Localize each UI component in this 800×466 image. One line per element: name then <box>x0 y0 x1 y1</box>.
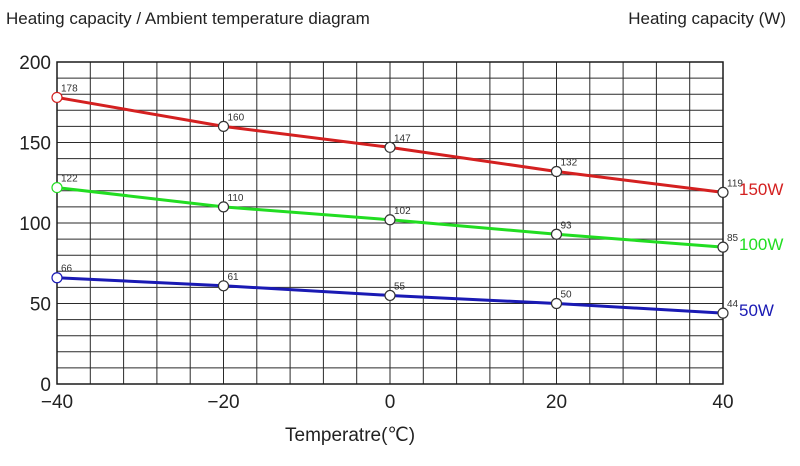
data-point <box>550 165 563 178</box>
data-label: 119 <box>727 178 743 189</box>
data-point <box>217 280 230 292</box>
data-label: 93 <box>561 220 573 231</box>
x-axis-title: Temperatre(℃) <box>285 425 416 446</box>
data-label: 61 <box>228 272 240 283</box>
data-label: 178 <box>61 83 78 94</box>
y-tick-label: 0 <box>40 375 51 396</box>
data-point <box>384 141 396 153</box>
data-label: 132 <box>561 157 578 168</box>
data-label: 50 <box>561 290 573 301</box>
data-point <box>51 272 63 284</box>
x-tick-label: 0 <box>385 392 396 413</box>
data-label: 160 <box>228 112 245 123</box>
series-label-100W: 100W <box>739 235 784 255</box>
data-point <box>550 228 563 240</box>
y-tick-label: 150 <box>19 134 51 155</box>
data-label: 102 <box>394 206 411 217</box>
x-tick-label: 20 <box>546 392 567 413</box>
data-point <box>217 120 230 133</box>
y-tick-label: 50 <box>30 295 51 316</box>
axes <box>56 61 724 385</box>
data-label: 66 <box>61 264 73 275</box>
data-point <box>51 181 63 194</box>
data-point <box>717 307 729 319</box>
data-label: 147 <box>394 133 411 144</box>
data-label: 122 <box>61 174 78 185</box>
data-point <box>217 201 230 213</box>
data-label: 55 <box>394 281 406 292</box>
x-tick-label: 40 <box>712 392 733 413</box>
x-tick-label: −40 <box>41 392 73 413</box>
tick-labels: 0 50 100 150 200 −40 −20 0 20 40 <box>19 53 733 413</box>
data-point <box>550 297 563 310</box>
data-label: 110 <box>228 193 244 204</box>
data-label: 85 <box>727 233 739 244</box>
data-point <box>51 91 63 104</box>
data-point <box>384 289 396 302</box>
chart-title: Heating capacity / Ambient temperature d… <box>6 9 370 28</box>
plot-frame <box>56 61 724 385</box>
y-tick-label: 200 <box>19 53 51 74</box>
series-label-50W: 50W <box>739 301 774 321</box>
data-point <box>717 241 729 253</box>
y-tick-label: 100 <box>19 214 51 235</box>
data-point <box>384 214 396 226</box>
data-point <box>717 186 729 199</box>
series-group: 178 160 147 132 119 122 110 102 93 85 66 61 55 50 44 <box>51 83 743 319</box>
y-axis-title: Heating capacity (W) <box>628 9 786 28</box>
data-label: 44 <box>727 299 739 310</box>
series-label-150W: 150W <box>739 180 784 200</box>
x-tick-label: −20 <box>207 392 239 413</box>
